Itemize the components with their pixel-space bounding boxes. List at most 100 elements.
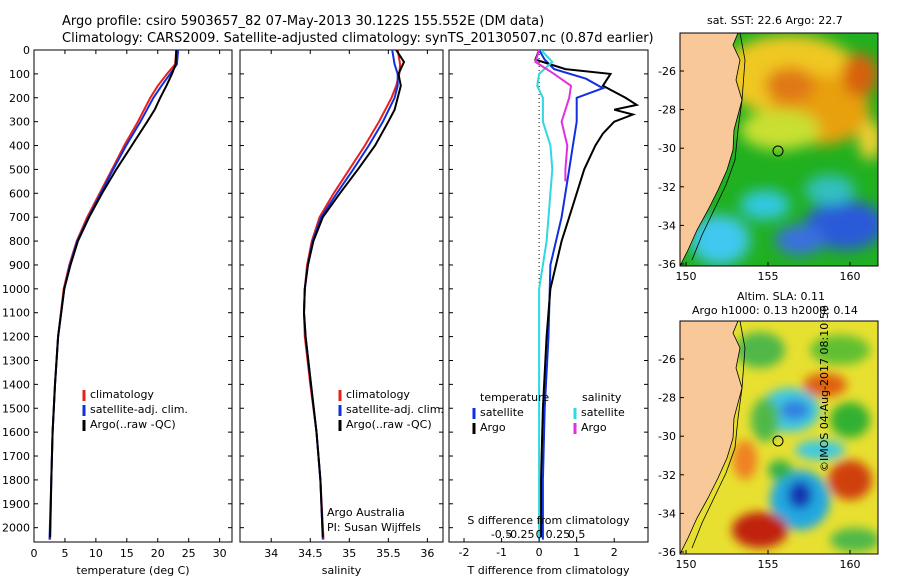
y-tick-label: 1600 [2,426,30,439]
sst-map-frame [679,32,879,267]
x-tick-label: 1 [573,546,580,559]
y-tick-label: 1500 [2,402,30,415]
series-temperature-satellite [538,50,606,540]
x-tick-label: 15 [120,547,134,560]
copyright-credit: ©IMOS 04-Aug-2017 08:10:56 [818,305,831,472]
x-tick-label: 35 [342,547,356,560]
lat-tick-label: -26 [658,65,676,78]
lon-tick-label: 155 [758,270,779,283]
x-tick-label: 34.5 [298,547,323,560]
x-axis-label: temperature (deg C) [76,564,189,577]
y-tick-label: 100 [9,68,30,81]
s-tick-label: -0.25 [506,528,534,541]
legend-title: temperature [480,391,549,404]
lat-tick-label: -28 [658,392,676,405]
s-axis-label: S difference from climatology [467,514,630,527]
x-tick-label: 5 [61,547,68,560]
sla-map-frame [679,320,879,555]
y-tick-label: 1800 [2,474,30,487]
legend-label: satellite [581,406,625,419]
y-tick-label: 600 [9,187,30,200]
y-tick-label: 400 [9,140,30,153]
lat-tick-label: -34 [658,219,676,232]
series-salinity-satellite [536,50,554,540]
x-axis-label: salinity [322,564,362,577]
annotation-line: Argo Australia [327,506,405,519]
y-tick-label: 1000 [2,283,30,296]
s-tick-label: 0.25 [546,528,571,541]
series-argo-raw-qc- [49,50,178,538]
title-line-1: Argo profile: csiro 5903657_82 07-May-20… [62,14,545,29]
lat-tick-label: -32 [658,469,676,482]
series-group [302,50,406,540]
x-tick-label: -2 [459,546,470,559]
x-tick-label: 30 [213,547,227,560]
land-australia-sla [680,321,743,554]
legend-label: satellite-adj. clim. [346,403,444,416]
y-tick-label: 300 [9,116,30,129]
series-group [48,50,180,540]
title-line-2: Climatology: CARS2009. Satellite-adjuste… [62,31,654,46]
lon-tick-label: 160 [840,558,861,571]
x-tick-label: -1 [496,546,507,559]
y-tick-label: 900 [9,259,30,272]
s-tick-label: 0.5 [568,528,586,541]
y-tick-label: 1100 [2,307,30,320]
y-tick-label: 2000 [2,522,30,535]
lon-tick-label: 155 [758,558,779,571]
sla-map-title-1: Altim. SLA: 0.11 [737,290,826,303]
legend-label: Argo(..raw -QC) [90,418,176,431]
series-temperature-argo [534,50,640,538]
temperature-chart: 0 100 200 300 400 500 600 700 800 900 1000 1100 1200… [2,44,232,577]
x-tick-label: 25 [182,547,196,560]
annotation-line: PI: Susan Wijffels [327,521,421,534]
x-tick-label: 35.5 [376,547,401,560]
sst-map [680,33,878,266]
y-tick-label: 200 [9,92,30,105]
y-tick-label: 1300 [2,354,30,367]
y-tick-label: 1900 [2,498,30,511]
y-tick-label: 1700 [2,450,30,463]
salinity-plot-frame [239,49,444,543]
salinity-chart: 34 34.5 35 35.5 36 salinity climatology satelli… [240,49,444,577]
legend-label: climatology [346,388,410,401]
lon-tick-label: 160 [840,270,861,283]
land-australia [680,33,743,266]
legend-label: Argo(..raw -QC) [346,418,432,431]
difference-chart: -2 -1 0 1 2 T difference from climatology -0.5… [449,49,648,577]
x-axis-label: T difference from climatology [467,564,630,577]
legend-label: satellite [480,406,524,419]
lat-tick-label: -26 [658,353,676,366]
argo-location-marker-sla [772,435,784,447]
x-tick-label: 0 [31,547,38,560]
x-tick-label: 20 [151,547,165,560]
legend-label: climatology [90,388,154,401]
y-tick-label: 800 [9,235,30,248]
legend-label: Argo [480,421,506,434]
lon-tick-label: 150 [676,270,697,283]
lat-tick-label: -34 [658,507,676,520]
legend-label: Argo [581,421,607,434]
lon-tick-label: 150 [676,558,697,571]
lat-tick-label: -36 [658,258,676,271]
y-tick-label: 1400 [2,378,30,391]
y-tick-label: 700 [9,211,30,224]
sst-map-title: sat. SST: 22.6 Argo: 22.7 [707,14,843,27]
difference-plot-frame [448,49,649,543]
legend-label: satellite-adj. clim. [90,403,188,416]
lat-tick-label: -30 [658,430,676,443]
lat-tick-label: -32 [658,181,676,194]
x-tick-label: 0 [536,546,543,559]
s-tick-label: 0 [536,528,543,541]
s-tick-label: -0.5 [491,528,512,541]
y-tick-label: 500 [9,163,30,176]
series-argo-raw-qc- [302,50,406,538]
y-tick-label: 1200 [2,331,30,344]
x-tick-label: 10 [89,547,103,560]
legend-title: salinity [582,391,622,404]
argo-location-marker [772,145,784,157]
sla-map [680,321,878,554]
x-tick-label: 34 [264,547,278,560]
